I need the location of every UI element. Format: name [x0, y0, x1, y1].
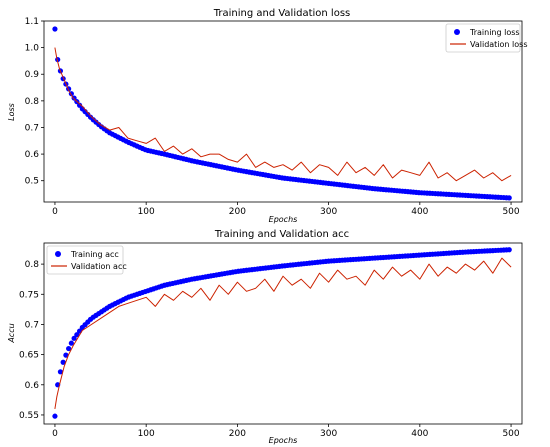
loss-y-tick-label: 0.5 [25, 177, 39, 187]
accuracy-y-tick-label: 0.75 [19, 290, 39, 300]
accuracy-validation-line [54, 257, 512, 409]
accuracy-axes-frame [43, 242, 523, 425]
loss-y-tick-label: 0.7 [25, 123, 39, 133]
loss-legend-box [445, 23, 521, 53]
loss-y-axis-label: Loss [7, 103, 16, 121]
accuracy-legend-training-marker [55, 251, 61, 257]
accuracy-y-tick-label: 0.65 [19, 351, 39, 361]
accuracy-x-ticks: 0 100 200 300 400 500 [52, 424, 520, 439]
accuracy-x-tick-label: 400 [411, 429, 428, 439]
accuracy-legend-training-label: Training acc [70, 250, 119, 259]
loss-x-tick-label: 300 [320, 207, 337, 217]
accuracy-chart-title: Training and Validation acc [214, 229, 349, 240]
accuracy-training-point [57, 369, 64, 375]
accuracy-x-axis-label: Epochs [269, 436, 298, 445]
loss-x-tick-label: 100 [138, 207, 155, 217]
accuracy-training-point [60, 359, 66, 365]
accuracy-legend-box [46, 245, 124, 275]
accuracy-chart: Training and Validation acc 0 100 200 300 40… [7, 229, 523, 445]
accuracy-training-point [66, 345, 72, 352]
accuracy-y-tick-label: 0.7 [25, 320, 39, 330]
accuracy-training-point [506, 247, 512, 253]
loss-y-tick-label: 1.0 [25, 44, 40, 54]
loss-x-tick-label: 500 [502, 207, 519, 217]
loss-legend-training-marker [454, 29, 460, 35]
loss-legend-validation-label: Validation loss [470, 40, 528, 49]
loss-chart-title: Training and Validation loss [213, 8, 351, 19]
accuracy-x-tick-label: 0 [52, 429, 58, 439]
accuracy-training-point [52, 413, 58, 419]
accuracy-plot-area [52, 247, 512, 419]
loss-legend: Training loss Validation loss [445, 23, 528, 53]
accuracy-x-tick-label: 200 [229, 429, 246, 439]
loss-x-tick-label: 0 [52, 207, 58, 217]
loss-y-ticks: 0.5 0.6 0.7 0.8 0.9 1.0 1.1 [25, 17, 44, 187]
loss-training-point [506, 195, 512, 201]
loss-validation-line [54, 47, 512, 182]
accuracy-x-tick-label: 300 [320, 429, 337, 439]
loss-x-tick-label: 200 [229, 207, 246, 217]
loss-training-point [76, 102, 83, 108]
accuracy-y-ticks: 0.55 0.6 0.65 0.7 0.75 0.8 [19, 260, 44, 421]
loss-x-ticks: 0 100 200 300 400 500 [52, 202, 520, 217]
loss-x-axis-label: Epochs [269, 215, 298, 224]
loss-y-tick-label: 0.6 [25, 150, 40, 160]
loss-training-point [52, 26, 58, 32]
loss-axes-frame [43, 20, 523, 203]
loss-y-tick-label: 0.8 [25, 97, 40, 107]
accuracy-y-tick-label: 0.8 [25, 260, 40, 270]
loss-y-tick-label: 0.9 [25, 70, 40, 80]
accuracy-x-tick-label: 100 [138, 429, 155, 439]
accuracy-y-tick-label: 0.6 [25, 381, 40, 391]
loss-y-tick-label: 1.1 [25, 17, 39, 27]
accuracy-training-point [63, 352, 69, 358]
loss-training-series [52, 26, 512, 201]
loss-plot-area [52, 26, 512, 201]
accuracy-training-series [52, 247, 512, 419]
accuracy-legend-validation-label: Validation acc [71, 262, 127, 271]
accuracy-training-point [68, 340, 74, 346]
accuracy-training-point [74, 332, 80, 338]
loss-chart: Training and Validation loss 0 100 200 300 4… [7, 8, 528, 224]
accuracy-y-axis-label: Accu [7, 323, 16, 343]
loss-x-tick-label: 400 [411, 207, 428, 217]
loss-legend-training-label: Training loss [469, 28, 520, 37]
accuracy-y-tick-label: 0.55 [19, 411, 39, 421]
accuracy-training-point [71, 335, 77, 341]
accuracy-x-tick-label: 500 [502, 429, 519, 439]
accuracy-legend: Training acc Validation acc [46, 245, 127, 275]
